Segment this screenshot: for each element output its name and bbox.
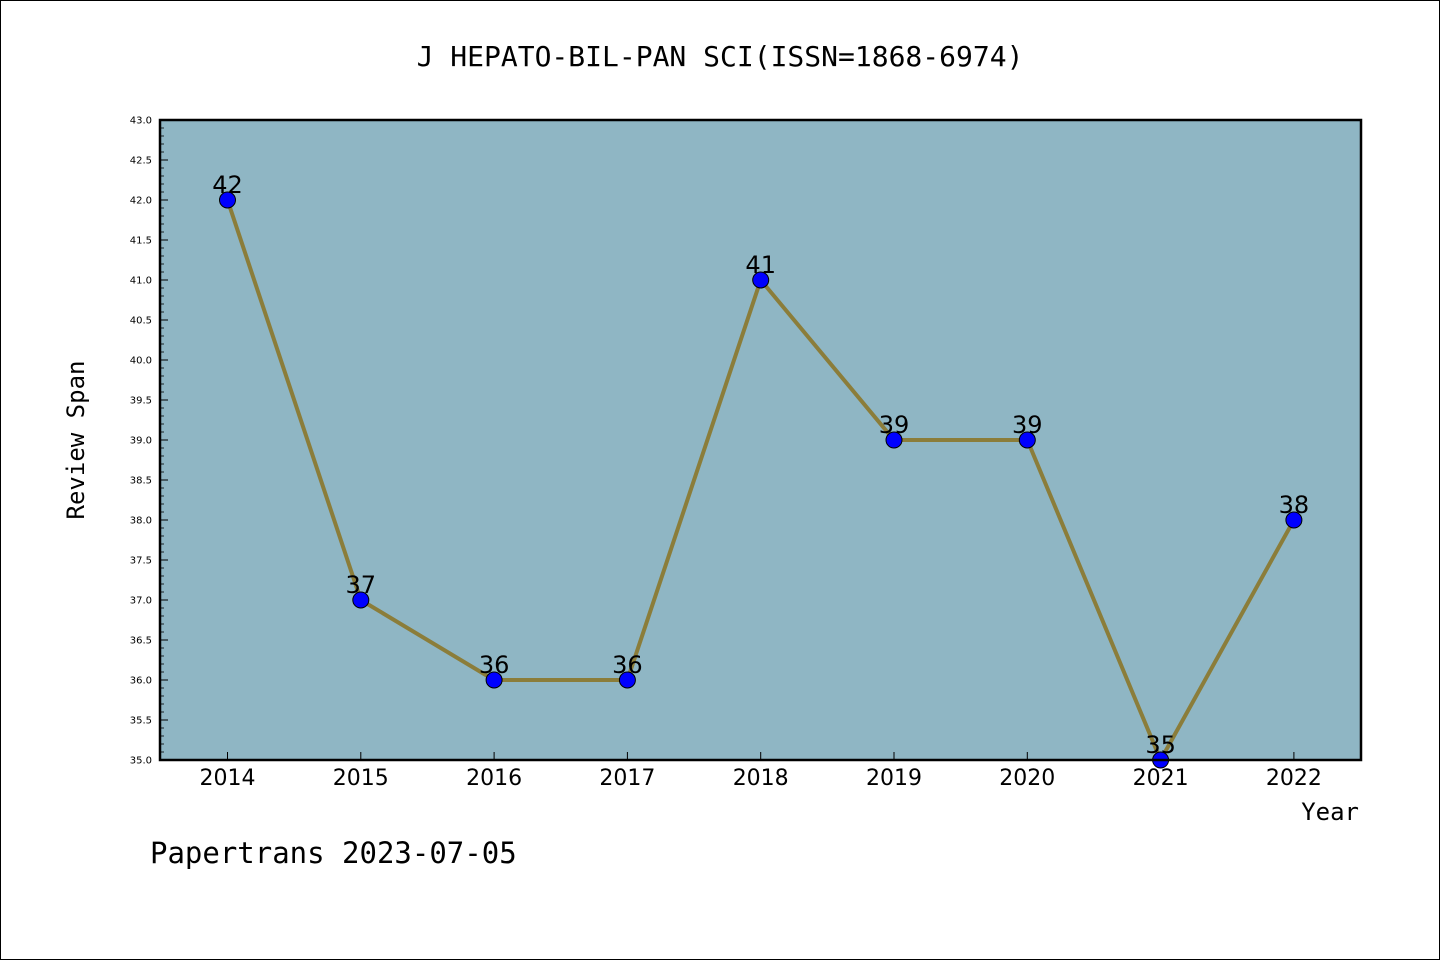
data-point-marker bbox=[885, 431, 903, 449]
data-point-marker bbox=[352, 591, 370, 609]
y-tick-label: 37.5 bbox=[130, 556, 152, 567]
y-tick-label: 35.5 bbox=[130, 716, 152, 727]
y-tick-label: 41.0 bbox=[130, 276, 152, 287]
data-label: 42 bbox=[212, 171, 243, 199]
x-axis: 2014 2015 2016 2017 2018 2019 2020 2021 2022 bbox=[200, 752, 1322, 791]
x-tick-label: 2016 bbox=[466, 766, 522, 791]
data-label: 36 bbox=[479, 651, 510, 679]
y-tick-label: 38.0 bbox=[130, 516, 152, 527]
data-label: 39 bbox=[879, 411, 910, 439]
plot-area bbox=[160, 120, 1361, 760]
y-tick-label: 40.5 bbox=[130, 316, 152, 327]
x-tick-label: 2019 bbox=[866, 766, 922, 791]
x-axis-label: Year bbox=[1301, 798, 1359, 826]
x-tick-label: 2017 bbox=[599, 766, 655, 791]
y-tick-label: 42.5 bbox=[130, 156, 152, 167]
data-point-marker bbox=[1018, 431, 1036, 449]
y-tick-label: 35.0 bbox=[130, 756, 152, 767]
y-tick-label: 43.0 bbox=[130, 116, 152, 127]
y-tick-label: 39.5 bbox=[130, 396, 152, 407]
plot-border bbox=[158, 118, 1363, 762]
x-tick-label: 2014 bbox=[200, 766, 256, 791]
data-point-marker bbox=[485, 671, 503, 689]
y-axis-label: Review Span bbox=[62, 361, 90, 520]
data-label: 36 bbox=[612, 651, 643, 679]
x-tick-label: 2021 bbox=[1133, 766, 1189, 791]
y-axis: 35.0 35.5 36.0 36.5 37.0 37.5 38.0 38.5 39.0 39.5… bbox=[130, 116, 168, 767]
x-tick-label: 2018 bbox=[733, 766, 789, 791]
data-label: 41 bbox=[745, 251, 776, 279]
y-tick-label: 36.0 bbox=[130, 676, 152, 687]
data-point-marker bbox=[219, 191, 236, 209]
data-label: 39 bbox=[1012, 411, 1043, 439]
data-label: 35 bbox=[1145, 731, 1176, 759]
x-tick-label: 2020 bbox=[999, 766, 1055, 791]
y-tick-label: 37.0 bbox=[130, 596, 152, 607]
data-label: 37 bbox=[346, 571, 377, 599]
y-tick-label: 42.0 bbox=[130, 196, 152, 207]
y-tick-label: 41.5 bbox=[130, 236, 152, 247]
y-tick-label: 40.0 bbox=[130, 356, 152, 367]
y-tick-label: 39.0 bbox=[130, 436, 152, 447]
chart-title: J HEPATO-BIL-PAN SCI(ISSN=1868-6974) bbox=[417, 40, 1024, 73]
data-markers bbox=[219, 191, 1303, 769]
data-point-marker bbox=[618, 671, 636, 689]
footer-text: Papertrans 2023-07-05 bbox=[150, 836, 517, 870]
x-tick-label: 2015 bbox=[333, 766, 389, 791]
y-tick-label: 36.5 bbox=[130, 636, 152, 647]
data-labels: 42 37 36 36 41 39 39 35 38 bbox=[212, 171, 1309, 759]
data-point-marker bbox=[752, 271, 770, 289]
y-tick-label: 38.5 bbox=[130, 476, 152, 487]
x-tick-label: 2022 bbox=[1266, 766, 1322, 791]
data-label: 38 bbox=[1279, 491, 1310, 519]
data-point-marker bbox=[1285, 511, 1303, 529]
